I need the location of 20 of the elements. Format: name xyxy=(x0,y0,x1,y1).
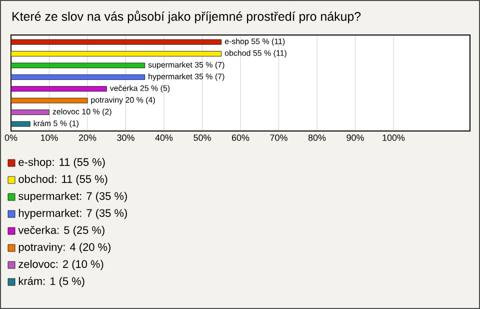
x-tick-label: 40% xyxy=(155,134,173,141)
text: večerka: 5 (25 %) xyxy=(18,226,104,236)
x-tick-label: 70% xyxy=(270,134,288,141)
text: supermarket: 7 (35 %) xyxy=(18,192,127,202)
x-tick-label: 100% xyxy=(382,134,405,141)
x-tick-label: 80% xyxy=(308,134,326,141)
text: potraviny: 4 (20 %) xyxy=(18,242,110,254)
text: e-shop: 11 (55 %) xyxy=(18,158,105,168)
x-tick-label: 20% xyxy=(78,134,96,141)
chart-title: Které ze slov na vás působí jako příjemné prostředí pro nákup? xyxy=(12,10,361,24)
text: zelovoc: 2 (10 %) xyxy=(18,260,104,270)
x-tick-label: 10% xyxy=(40,134,58,141)
text: krám: 1 (5 %) xyxy=(18,276,84,288)
x-tick-label: 90% xyxy=(346,134,364,141)
x-tick-label: 0% xyxy=(4,134,18,141)
x-tick-label: 60% xyxy=(232,134,250,141)
text: obchod: 11 (55 %) xyxy=(18,174,108,186)
x-tick-label: 30% xyxy=(117,134,134,141)
x-tick-label: 50% xyxy=(194,134,211,141)
text: hypermarket: 7 (35 %) xyxy=(18,208,127,220)
